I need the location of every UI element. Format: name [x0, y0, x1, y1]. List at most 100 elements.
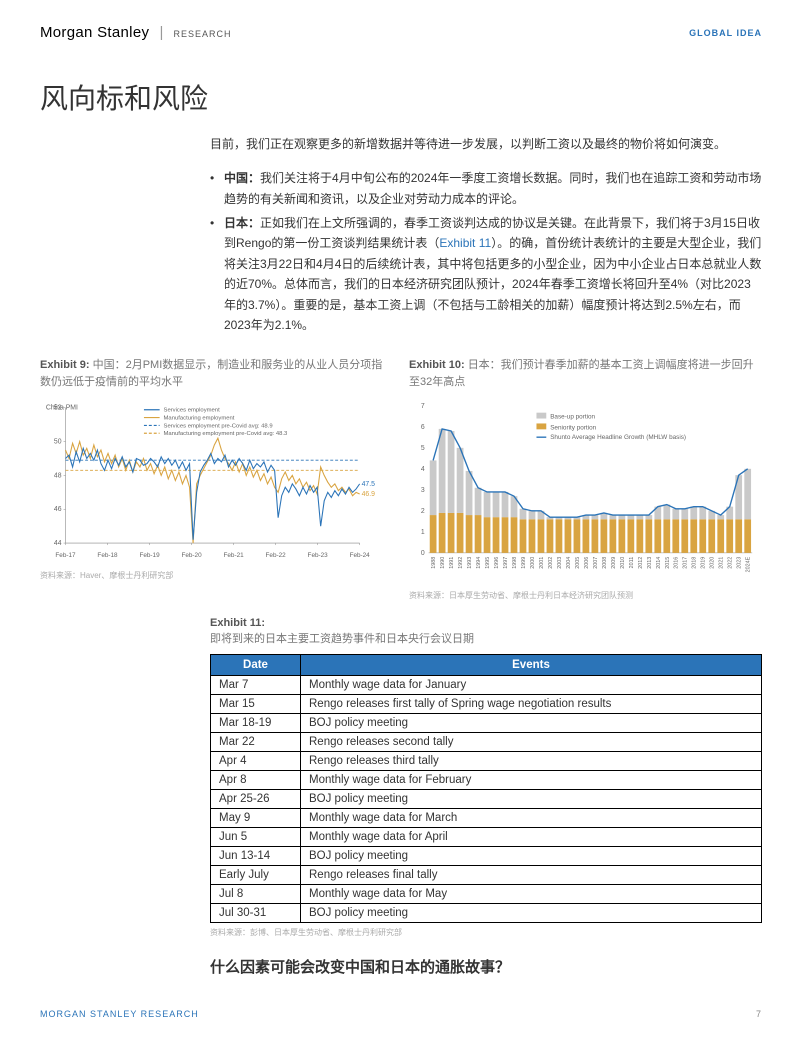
svg-text:2024E: 2024E [746, 557, 752, 573]
svg-text:2021: 2021 [719, 557, 725, 569]
table-cell: Rengo releases final tally [301, 865, 762, 884]
table-cell: BOJ policy meeting [301, 903, 762, 922]
svg-text:2022: 2022 [728, 557, 734, 569]
table-row: May 9Monthly wage data for March [211, 808, 762, 827]
table-cell: Mar 22 [211, 732, 301, 751]
table-cell: Apr 8 [211, 770, 301, 789]
exhibit-9-label: Exhibit 9: [40, 359, 90, 371]
table-cell: Rengo releases third tally [301, 751, 762, 770]
table-cell: Mar 7 [211, 675, 301, 694]
intro-bullets: 中国：我们关注将于4月中旬公布的2024年一季度工资增长数据。同时，我们也在追踪… [210, 168, 762, 335]
svg-text:2009: 2009 [611, 557, 617, 569]
svg-text:2002: 2002 [548, 557, 554, 569]
table-cell: Apr 25-26 [211, 789, 301, 808]
table-cell: Monthly wage data for March [301, 808, 762, 827]
brand: Morgan Stanley | RESEARCH [40, 24, 232, 41]
svg-text:3: 3 [421, 487, 425, 494]
exhibit-9-caption: 中国：2月PMI数据显示，制造业和服务业的从业人员分项指数仍远低于疫情前的平均水… [40, 359, 382, 388]
svg-text:2017: 2017 [683, 557, 689, 569]
page-number: 7 [756, 1009, 762, 1019]
exhibit-row: Exhibit 9: 中国：2月PMI数据显示，制造业和服务业的从业人员分项指数… [0, 339, 802, 600]
table-cell: BOJ policy meeting [301, 713, 762, 732]
table-cell: Monthly wage data for January [301, 675, 762, 694]
svg-text:2014: 2014 [656, 557, 662, 569]
svg-text:2: 2 [421, 508, 425, 515]
svg-text:2011: 2011 [629, 557, 635, 569]
svg-text:4: 4 [421, 466, 425, 473]
svg-text:0: 0 [421, 550, 425, 557]
table-cell: Monthly wage data for April [301, 827, 762, 846]
table-row: Apr 25-26BOJ policy meeting [211, 789, 762, 808]
brand-sub: RESEARCH [174, 29, 232, 39]
svg-text:1999: 1999 [521, 557, 527, 569]
exhibit-11-label: Exhibit 11: [210, 617, 265, 629]
svg-text:Manufacturing employment pre-C: Manufacturing employment pre-Covid avg: … [164, 432, 288, 438]
exhibit-9: Exhibit 9: 中国：2月PMI数据显示，制造业和服务业的从业人员分项指数… [40, 357, 393, 600]
svg-text:1992: 1992 [458, 557, 464, 569]
svg-text:44: 44 [54, 540, 62, 547]
table-cell: Jun 5 [211, 827, 301, 846]
table-row: Mar 18-19BOJ policy meeting [211, 713, 762, 732]
svg-text:2008: 2008 [602, 557, 608, 569]
exhibit-11-caption: 即将到来的日本主要工资趋势事件和日本央行会议日期 [210, 633, 474, 645]
page-header: Morgan Stanley | RESEARCH GLOBAL IDEA [0, 0, 802, 49]
svg-text:Feb-24: Feb-24 [350, 552, 371, 559]
svg-text:2000: 2000 [530, 557, 536, 569]
table-row: Jun 5Monthly wage data for April [211, 827, 762, 846]
exhibit-9-title: Exhibit 9: 中国：2月PMI数据显示，制造业和服务业的从业人员分项指数… [40, 357, 393, 390]
svg-text:1997: 1997 [503, 557, 509, 569]
svg-text:2015: 2015 [665, 557, 671, 569]
svg-text:46.9: 46.9 [362, 491, 376, 498]
svg-text:6: 6 [421, 424, 425, 431]
svg-text:China PMI: China PMI [46, 405, 78, 412]
table-row: Mar 7Monthly wage data for January [211, 675, 762, 694]
table-cell: Rengo releases first tally of Spring wag… [301, 694, 762, 713]
svg-text:2003: 2003 [557, 557, 563, 569]
svg-text:Base-up portion: Base-up portion [550, 414, 595, 421]
svg-text:1993: 1993 [467, 557, 473, 569]
exhibit-10-source: 资料来源：日本厚生劳动省、摩根士丹利日本经济研究团队预测 [409, 590, 762, 601]
table-row: Jul 8Monthly wage data for May [211, 884, 762, 903]
svg-text:2006: 2006 [584, 557, 590, 569]
svg-text:7: 7 [421, 403, 425, 410]
svg-text:Feb-17: Feb-17 [55, 552, 76, 559]
svg-text:2018: 2018 [692, 557, 698, 569]
table-cell: Rengo releases second tally [301, 732, 762, 751]
table-cell: Mar 18-19 [211, 713, 301, 732]
intro-lead: 目前，我们正在观察更多的新增数据并等待进一步发展，以判断工资以及最终的物价将如何… [210, 135, 762, 154]
bullet-japan-text2: ）。的确，首份统计表统计的主要是大型企业，我们将关注3月22日和4月4日的后续统… [224, 236, 761, 332]
svg-text:2013: 2013 [647, 557, 653, 569]
exhibit-10: Exhibit 10: 日本：我们预计春季加薪的基本工资上调幅度将进一步回升至3… [409, 357, 762, 600]
svg-text:48: 48 [54, 473, 62, 480]
table-cell: Jul 30-31 [211, 903, 301, 922]
table-header: Events [301, 654, 762, 675]
bullet-japan-label: 日本： [224, 216, 260, 230]
table-row: Jun 13-14BOJ policy meeting [211, 846, 762, 865]
svg-text:Services employment: Services employment [164, 408, 221, 414]
bullet-japan: 日本：正如我们在上文所强调的，春季工资谈判达成的协议是关键。在此背景下，我们将于… [210, 213, 762, 335]
footer-left: MORGAN STANLEY RESEARCH [40, 1009, 199, 1019]
svg-text:Feb-21: Feb-21 [224, 552, 245, 559]
table-cell: Early July [211, 865, 301, 884]
footer: MORGAN STANLEY RESEARCH 7 [40, 1009, 762, 1019]
exhibit11-link[interactable]: Exhibit 11 [439, 236, 491, 250]
svg-text:1994: 1994 [476, 557, 482, 569]
exhibit-9-source: 资料来源：Haver、摩根士丹利研究部 [40, 570, 393, 581]
exhibit-11-title: Exhibit 11: 即将到来的日本主要工资趋势事件和日本央行会议日期 [210, 615, 762, 648]
svg-text:Feb-18: Feb-18 [97, 552, 118, 559]
svg-text:Seniority portion: Seniority portion [550, 425, 596, 432]
table-row: Apr 4Rengo releases third tally [211, 751, 762, 770]
table-cell: Jun 13-14 [211, 846, 301, 865]
svg-text:Manufacturing employment: Manufacturing employment [164, 416, 235, 422]
bullet-china-text: 我们关注将于4月中旬公布的2024年一季度工资增长数据。同时，我们也在追踪工资和… [224, 171, 761, 205]
exhibit-11: Exhibit 11: 即将到来的日本主要工资趋势事件和日本央行会议日期 Dat… [210, 615, 762, 938]
table-cell: Mar 15 [211, 694, 301, 713]
svg-text:Feb-19: Feb-19 [139, 552, 160, 559]
intro-block: 目前，我们正在观察更多的新增数据并等待进一步发展，以判断工资以及最终的物价将如何… [210, 135, 762, 335]
svg-text:47.5: 47.5 [362, 481, 376, 488]
table-cell: BOJ policy meeting [301, 846, 762, 865]
table-cell: Apr 4 [211, 751, 301, 770]
table-row: Mar 15Rengo releases first tally of Spri… [211, 694, 762, 713]
bullet-china: 中国：我们关注将于4月中旬公布的2024年一季度工资增长数据。同时，我们也在追踪… [210, 168, 762, 209]
table-row: Mar 22Rengo releases second tally [211, 732, 762, 751]
